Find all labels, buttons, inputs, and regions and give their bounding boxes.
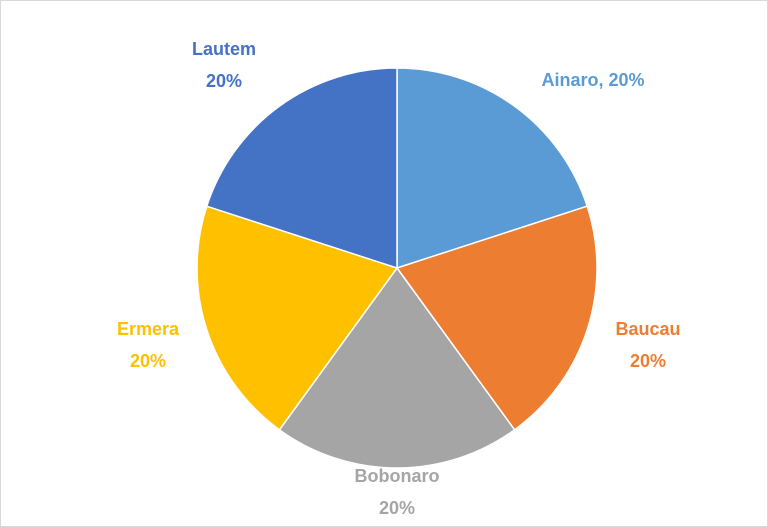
value-label: 20%	[608, 70, 644, 90]
pie-slice	[278, 266, 516, 469]
value-label: 20%	[630, 351, 666, 371]
category-label: Lautem	[192, 39, 256, 59]
value-label: 20%	[130, 351, 166, 371]
category-label: Bobonaro	[355, 466, 440, 486]
pie-slice	[395, 205, 598, 431]
data-label: Ainaro, 20%	[541, 70, 644, 90]
pie-slice	[205, 67, 398, 270]
pie-slice	[396, 67, 589, 270]
category-label: Baucau	[615, 319, 680, 339]
category-label: Ermera	[117, 319, 180, 339]
value-label: 20%	[379, 498, 415, 518]
value-label: 20%	[206, 71, 242, 91]
pie-slice	[196, 205, 399, 431]
category-label: Ainaro,	[541, 70, 603, 90]
